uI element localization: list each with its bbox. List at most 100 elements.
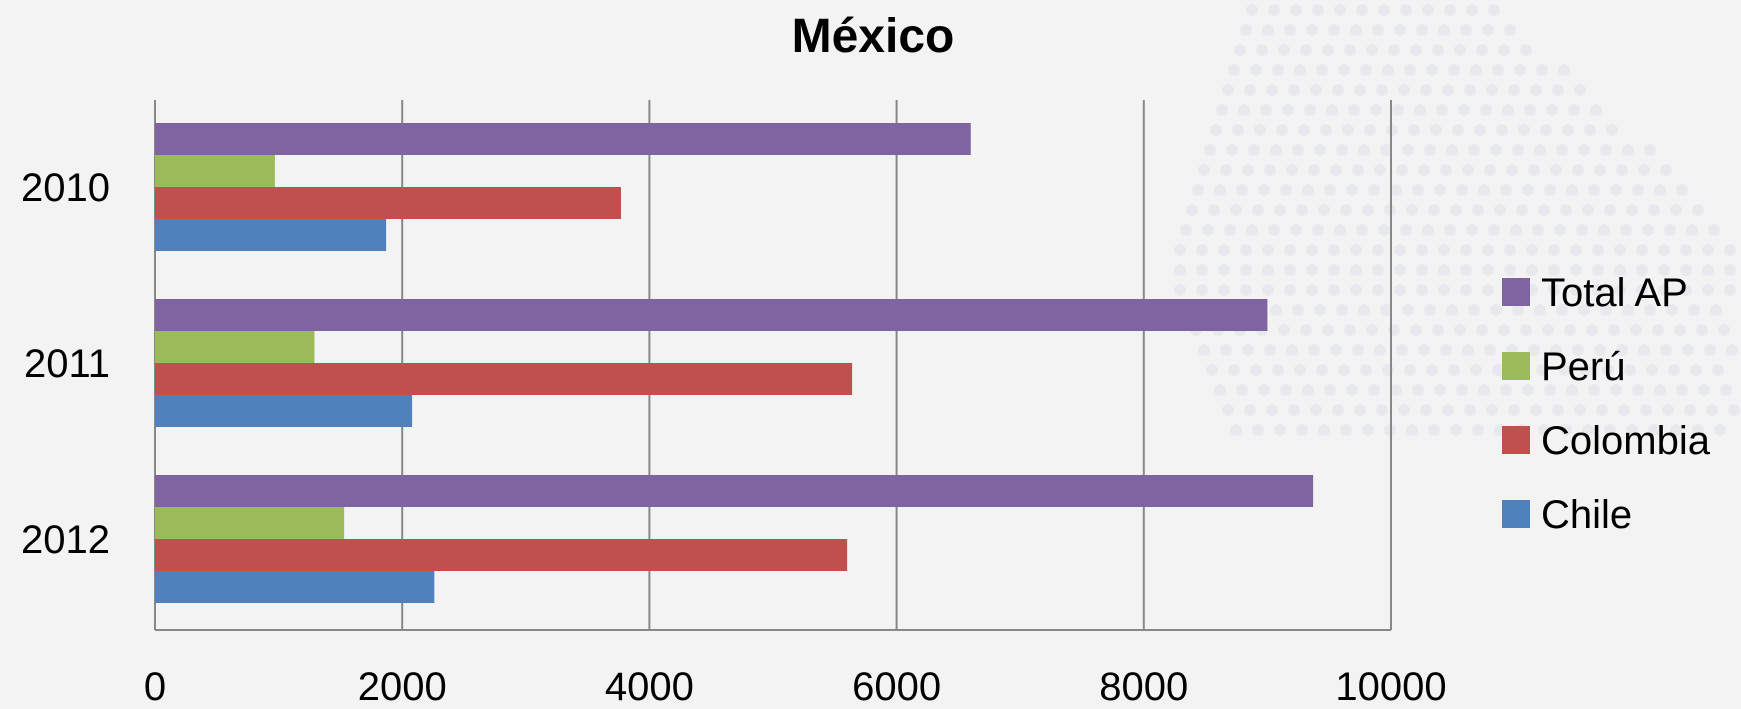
decor-dot	[1204, 144, 1216, 156]
decor-dot	[1340, 424, 1352, 436]
decor-dot	[1372, 244, 1384, 256]
decor-dot	[1440, 164, 1452, 176]
bar-2010-Chile	[155, 219, 387, 251]
decor-dot	[1342, 124, 1354, 136]
decor-dot	[1482, 284, 1494, 296]
decor-dot	[1420, 404, 1432, 416]
decor-dot	[1332, 404, 1344, 416]
decor-dot	[1358, 144, 1370, 156]
decor-dot	[1552, 84, 1564, 96]
decor-dot	[1338, 364, 1350, 376]
decor-dot	[1484, 164, 1496, 176]
decor-dot	[1548, 244, 1560, 256]
decor-dot	[1390, 384, 1402, 396]
decor-dot	[1358, 304, 1370, 316]
decor-dot	[1216, 104, 1228, 116]
decor-dot	[1350, 24, 1362, 36]
decor-dot	[1684, 404, 1696, 416]
decor-dot	[1708, 224, 1720, 236]
decor-dot	[1560, 204, 1572, 216]
decor-dot	[1352, 344, 1364, 356]
decor-dot	[1570, 264, 1582, 276]
decor-dot	[1702, 284, 1714, 296]
decor-dot	[1494, 204, 1506, 216]
decor-dot	[1466, 4, 1478, 16]
decor-dot	[1196, 244, 1208, 256]
decor-dot	[1274, 204, 1286, 216]
decor-dot	[1322, 44, 1334, 56]
decor-dot	[1220, 164, 1232, 176]
decor-dot	[1246, 224, 1258, 236]
decor-dot	[1564, 324, 1576, 336]
decor-dot	[1648, 204, 1660, 216]
decor-dot	[1472, 204, 1484, 216]
legend-swatch	[1502, 500, 1530, 528]
decor-dot	[1394, 264, 1406, 276]
decor-dot	[1446, 304, 1458, 316]
decor-dot	[1388, 44, 1400, 56]
decor-dot	[1670, 424, 1682, 436]
decor-dot	[1476, 44, 1488, 56]
decor-dot	[1250, 64, 1262, 76]
decor-dot	[1590, 104, 1602, 116]
decor-dot	[1702, 244, 1714, 256]
decor-dot	[1710, 304, 1722, 316]
decor-dot	[1724, 264, 1736, 276]
decor-dot	[1230, 424, 1242, 436]
decor-dot	[1412, 184, 1424, 196]
decor-dot	[1290, 224, 1302, 236]
decor-dot	[1680, 284, 1692, 296]
decor-dot	[1286, 344, 1298, 356]
decor-dot	[1582, 204, 1594, 216]
x-tick-label: 8000	[1099, 665, 1188, 709]
decor-dot	[1492, 64, 1504, 76]
decor-dot	[1692, 424, 1704, 436]
decor-dot	[1624, 364, 1636, 376]
decor-dot	[1460, 244, 1472, 256]
decor-dot	[1580, 364, 1592, 376]
decor-dot	[1592, 244, 1604, 256]
decor-dot	[1682, 344, 1694, 356]
decor-dot	[1514, 64, 1526, 76]
decor-dot	[1456, 184, 1468, 196]
decor-dot	[1416, 284, 1428, 296]
decor-dot	[1542, 324, 1554, 336]
decor-dot	[1294, 364, 1306, 376]
decor-dot	[1278, 324, 1290, 336]
decor-dot	[1688, 304, 1700, 316]
decor-dot	[1244, 404, 1256, 416]
decor-dot	[1508, 404, 1520, 416]
decor-dot	[1674, 324, 1686, 336]
decor-dot	[1314, 144, 1326, 156]
decor-dot	[1454, 44, 1466, 56]
decor-dot	[1636, 244, 1648, 256]
decor-dot	[1338, 64, 1350, 76]
decor-dot	[1512, 144, 1524, 156]
decor-dot	[1500, 384, 1512, 396]
decor-dot	[1378, 224, 1390, 236]
decor-dot	[1472, 424, 1484, 436]
decor-dot	[1686, 224, 1698, 236]
decor-dot	[1202, 224, 1214, 236]
decor-dot	[1262, 24, 1274, 36]
decor-dot	[1508, 84, 1520, 96]
decor-dot	[1174, 284, 1186, 296]
decor-dot	[1430, 124, 1442, 136]
decor-dot	[1452, 124, 1464, 136]
decor-dot	[1442, 404, 1454, 416]
decor-dot	[1314, 304, 1326, 316]
decor-dot	[1214, 184, 1226, 196]
decor-dot	[1372, 24, 1384, 36]
decor-dot	[1240, 284, 1252, 296]
decor-dot	[1422, 4, 1434, 16]
decor-dot	[1560, 424, 1572, 436]
decor-dot	[1648, 424, 1660, 436]
decor-dot	[1638, 164, 1650, 176]
decor-dot	[1608, 324, 1620, 336]
decor-dot	[1610, 184, 1622, 196]
decor-dot	[1270, 304, 1282, 316]
decor-dot	[1268, 4, 1280, 16]
decor-dot	[1356, 224, 1368, 236]
decor-dot	[1534, 304, 1546, 316]
decor-dot	[1328, 284, 1340, 296]
